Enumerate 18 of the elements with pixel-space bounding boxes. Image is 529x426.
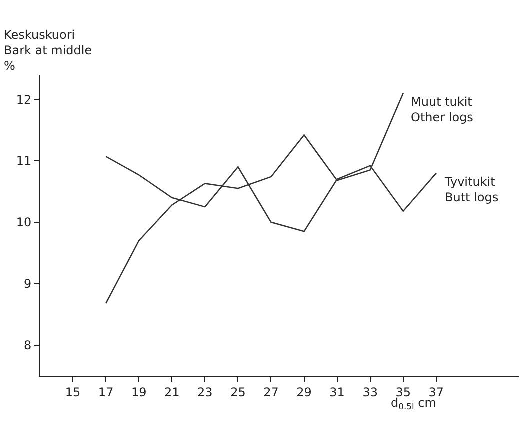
x-tick-label: 19 bbox=[131, 385, 147, 400]
x-tick-label: 33 bbox=[362, 385, 378, 400]
y-axis-title: Keskuskuori Bark at middle % bbox=[4, 28, 92, 74]
x-tick-label: 17 bbox=[98, 385, 114, 400]
x-tick-label: 25 bbox=[230, 385, 246, 400]
x-tick-label: 21 bbox=[164, 385, 180, 400]
y-tick-label: 9 bbox=[24, 277, 32, 292]
x-tick-label: 15 bbox=[65, 385, 81, 400]
y-tick-label: 11 bbox=[16, 154, 32, 168]
x-tick-label: 31 bbox=[330, 385, 345, 400]
x-tick-label: 27 bbox=[264, 385, 279, 400]
x-tick-label: 23 bbox=[198, 385, 213, 400]
y-tick-label: 8 bbox=[24, 338, 32, 352]
y-tick-label: 10 bbox=[16, 216, 32, 230]
x-tick-label: 29 bbox=[296, 385, 312, 400]
series-label: Tyvitukit Butt logs bbox=[444, 175, 499, 205]
y-tick-label: 12 bbox=[16, 92, 32, 107]
series-label: Muut tukit Other logs bbox=[411, 95, 474, 125]
